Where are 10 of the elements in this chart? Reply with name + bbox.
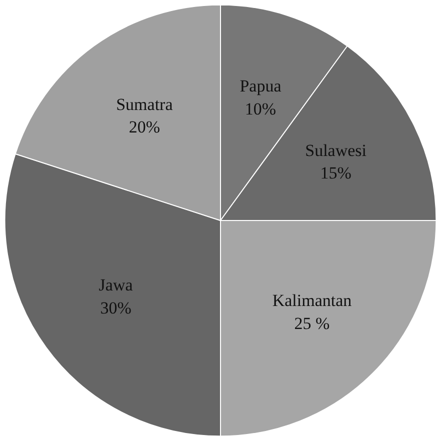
slice-label: Jawa xyxy=(98,276,134,295)
slice-label: Sulawesi xyxy=(305,140,367,160)
data-label: 15% xyxy=(320,164,352,183)
slice-label: Sumatra xyxy=(116,94,174,114)
data-label: 30% xyxy=(100,298,132,318)
slice-label: Kalimantan xyxy=(272,291,352,310)
data-label: 25 % xyxy=(294,314,330,333)
data-label: 10% xyxy=(244,99,276,118)
data-label: 20% xyxy=(128,118,160,137)
slice-label: Papua xyxy=(240,76,282,96)
